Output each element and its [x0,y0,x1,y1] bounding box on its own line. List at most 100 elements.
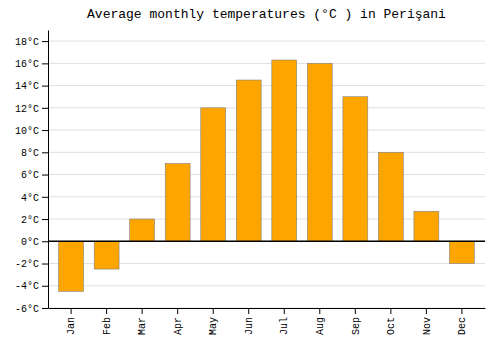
y-tick-label: 4°C [21,193,39,204]
bar [449,241,474,263]
bars [48,60,485,291]
x-tick-mark [213,308,214,314]
y-tick-mark [42,308,48,309]
y-tick: 12°C [15,104,48,115]
x-tick: Feb [102,308,113,335]
bar [130,219,155,241]
grid-line [48,285,485,286]
x-tick-mark [106,308,107,314]
grid-line [48,152,485,153]
x-tick-mark [71,308,72,314]
x-tick-label: Dec [457,317,468,335]
y-tick: 6°C [21,170,48,181]
grid-line [48,107,485,108]
y-tick-label: 2°C [21,215,39,226]
x-tick: Mar [137,308,148,335]
y-axis-line [48,31,49,309]
y-tick: -6°C [15,304,48,315]
x-axis: Jan Feb Mar Apr May Jun Jul Aug Sep Oct Nov Dec [49,308,486,335]
x-axis-line [49,308,486,309]
bar [343,97,368,242]
grid-line [48,308,485,309]
grid-line [48,63,485,64]
y-tick: 0°C [21,237,48,248]
y-tick-label: 16°C [15,59,39,70]
y-tick: 16°C [15,59,48,70]
x-tick-label: Jun [244,317,255,335]
y-tick-mark [42,86,48,87]
y-tick-label: 14°C [15,81,39,92]
x-tick: Aug [315,308,326,335]
x-tick-mark [248,308,249,314]
y-tick: 18°C [15,37,48,48]
y-tick-mark [42,175,48,176]
x-tick-mark [319,308,320,314]
grid-line [48,196,485,197]
y-tick: -2°C [15,259,48,270]
y-tick-mark [42,152,48,153]
x-tick-mark [177,308,178,314]
x-tick-mark [355,308,356,314]
grid-line [48,85,485,86]
y-tick-mark [42,286,48,287]
bar [236,80,261,241]
grid-line [48,174,485,175]
bar [94,241,119,269]
x-tick: Jul [279,308,290,335]
x-tick: Apr [173,308,184,335]
zero-line [48,241,485,243]
y-tick-mark [42,197,48,198]
y-tick-label: 8°C [21,148,39,159]
bar [307,63,332,241]
x-tick-label: Sep [351,317,362,335]
x-tick: Dec [457,308,468,335]
y-tick-mark [42,219,48,220]
x-tick-label: Apr [173,317,184,335]
grid-line [48,130,485,131]
grid-line [48,41,485,42]
y-tick: 4°C [21,193,48,204]
y-tick: 10°C [15,126,48,137]
x-tick-label: Oct [386,317,397,335]
y-tick-label: 12°C [15,104,39,115]
x-tick: Sep [351,308,362,335]
bar [201,108,226,241]
bar [378,152,403,241]
grid [48,41,485,308]
chart: -6°C -4°C -2°C 0°C 2°C 4°C 6°C 8°C 10°C 12°C 14°C 1… [0,0,500,350]
x-tick-label: Feb [102,317,113,335]
bar [59,241,84,291]
y-axis: -6°C -4°C -2°C 0°C 2°C 4°C 6°C 8°C 10°C 12°C 14°C 1… [15,31,49,315]
y-tick-label: 10°C [15,126,39,137]
x-tick: Jun [244,308,255,335]
bar [414,211,439,241]
y-tick-label: 6°C [21,170,39,181]
x-tick-label: Jan [66,317,77,335]
y-tick-mark [42,264,48,265]
x-tick: Oct [386,308,397,335]
y-tick-mark [42,130,48,131]
grid-line [48,241,485,242]
y-tick-mark [42,241,48,242]
x-tick: Nov [422,308,433,335]
y-tick-mark [42,108,48,109]
x-tick-mark [142,308,143,314]
y-tick-mark [42,41,48,42]
x-tick-label: Jul [279,317,290,335]
x-tick: May [208,308,219,335]
bar [165,163,190,241]
x-tick-label: Mar [137,317,148,335]
y-tick-label: 18°C [15,37,39,48]
x-tick-label: Aug [315,317,326,335]
x-tick-label: Nov [422,317,433,335]
y-tick: -4°C [15,281,48,292]
y-tick-label: 0°C [21,237,39,248]
y-tick-label: -6°C [15,304,39,315]
bar [272,60,297,241]
x-tick-label: May [208,317,219,335]
y-tick: 14°C [15,81,48,92]
x-tick-mark [426,308,427,314]
plot: -6°C -4°C -2°C 0°C 2°C 4°C 6°C 8°C 10°C 12°C 14°C 1… [15,31,486,336]
x-tick: Jan [66,308,77,335]
x-tick-mark [390,308,391,314]
